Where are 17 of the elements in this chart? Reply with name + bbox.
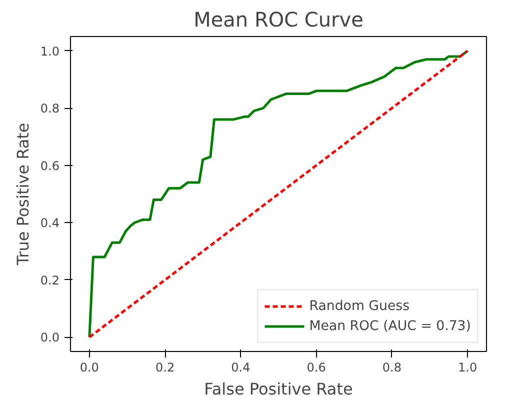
y-tick-label: 0.2 xyxy=(40,273,60,288)
legend-label: Mean ROC (AUC = 0.73) xyxy=(309,318,471,334)
y-tick-label: 1.0 xyxy=(40,44,60,58)
chart-title: Mean ROC Curve xyxy=(194,8,364,32)
y-tick-label: 0.4 xyxy=(40,216,60,230)
y-tick-label: 0.6 xyxy=(40,158,60,173)
legend-label: Random Guess xyxy=(309,298,410,314)
x-tick-label: 0.8 xyxy=(382,360,402,374)
x-tick-label: 0.6 xyxy=(306,360,326,374)
x-tick-label: 0.4 xyxy=(231,360,250,374)
x-axis-title: False Positive Rate xyxy=(204,380,353,398)
x-tick-label: 0.2 xyxy=(156,360,175,374)
y-tick-label: 0.8 xyxy=(40,102,60,116)
x-tick-label: 1.0 xyxy=(458,360,478,374)
y-axis-title: True Positive Rate xyxy=(13,122,32,266)
x-tick-label: 0.0 xyxy=(80,360,99,374)
y-tick-label: 0.0 xyxy=(40,330,60,345)
